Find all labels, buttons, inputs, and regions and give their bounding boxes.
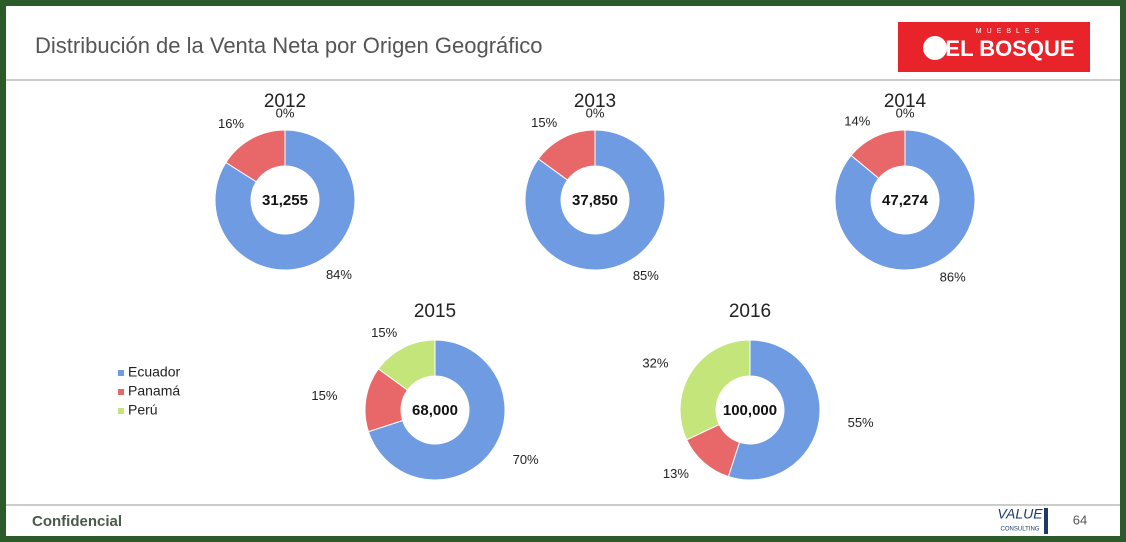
slide-body <box>6 6 1120 536</box>
logo-brand: EL BOSQUE <box>945 36 1074 61</box>
data-label: 32% <box>642 355 668 370</box>
data-label: 0% <box>276 105 295 120</box>
chart-title: 2016 <box>729 301 771 322</box>
footer-logo-sub: CONSULTING <box>1001 527 1040 533</box>
legend-label: Perú <box>128 402 158 418</box>
center-label: 68,000 <box>412 402 458 419</box>
chart-title: 2013 <box>574 91 616 112</box>
logo-icon <box>923 36 947 60</box>
data-label: 86% <box>940 269 966 284</box>
legend-label: Panamá <box>128 383 180 399</box>
data-label: 13% <box>663 466 689 481</box>
data-label: 0% <box>896 105 915 120</box>
center-label: 100,000 <box>723 402 777 419</box>
legend-label: Ecuador <box>128 364 180 380</box>
footer-logo-bar <box>1044 508 1048 534</box>
data-label: 84% <box>326 267 352 282</box>
legend-swatch <box>118 389 124 395</box>
center-label: 37,850 <box>572 192 618 209</box>
logo-small: MUEBLES <box>976 28 1044 35</box>
legend-swatch <box>118 408 124 414</box>
chart-title: 2014 <box>884 91 927 112</box>
chart-title: 2012 <box>264 91 306 112</box>
data-label: 55% <box>848 415 874 430</box>
data-label: 85% <box>633 268 659 283</box>
donut-hole <box>251 166 319 234</box>
center-label: 31,255 <box>262 192 308 209</box>
footer-logo-main: VALUE <box>997 506 1043 522</box>
legend-swatch <box>118 370 124 376</box>
donut-segment <box>214 129 356 271</box>
slide-title: Distribución de la Venta Neta por Origen… <box>35 33 543 58</box>
donut-hole <box>561 166 629 234</box>
data-label: 15% <box>531 115 557 130</box>
chart-title: 2015 <box>414 301 456 322</box>
center-label: 47,274 <box>882 192 929 209</box>
data-label: 70% <box>513 452 539 467</box>
donut-hole <box>716 376 784 444</box>
page-number: 64 <box>1073 512 1087 527</box>
donut-hole <box>401 376 469 444</box>
data-label: 16% <box>218 116 244 131</box>
footer-confidential: Confidencial <box>32 513 122 530</box>
data-label: 15% <box>371 325 397 340</box>
data-label: 14% <box>844 114 870 129</box>
donut-segment <box>679 339 751 441</box>
data-label: 0% <box>586 105 605 120</box>
data-label: 15% <box>311 388 337 403</box>
donut-hole <box>871 166 939 234</box>
